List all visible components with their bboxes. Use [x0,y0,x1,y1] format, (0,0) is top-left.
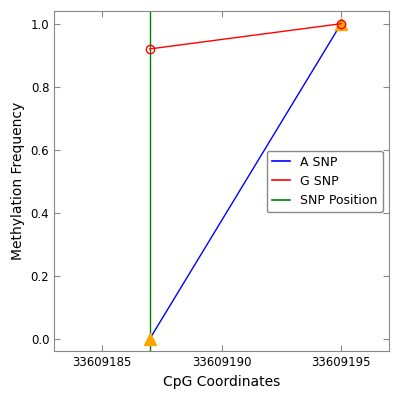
Y-axis label: Methylation Frequency: Methylation Frequency [11,102,25,260]
X-axis label: CpG Coordinates: CpG Coordinates [163,375,280,389]
Legend: A SNP, G SNP, SNP Position: A SNP, G SNP, SNP Position [266,150,383,212]
